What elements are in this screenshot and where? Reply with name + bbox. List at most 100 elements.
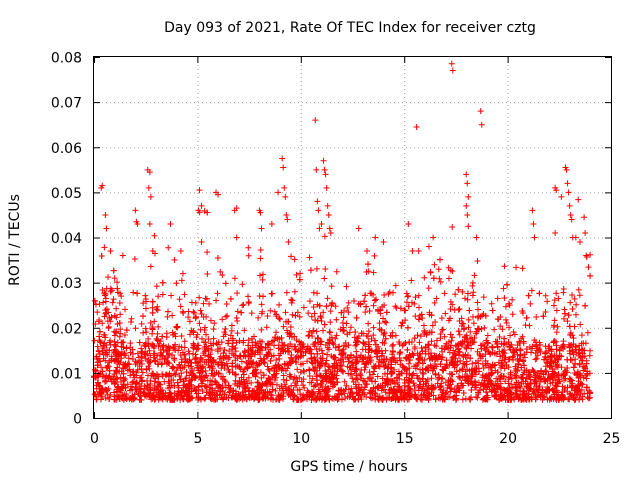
data-point [435, 394, 442, 401]
data-point [365, 343, 372, 350]
data-point [102, 291, 109, 298]
x-tick-label: 25 [603, 431, 621, 447]
data-point [194, 359, 201, 366]
data-point [355, 384, 362, 391]
data-point [439, 327, 446, 334]
data-point [542, 377, 549, 384]
data-point [186, 350, 193, 357]
data-point [581, 365, 588, 372]
data-point [296, 374, 303, 381]
data-point [263, 353, 270, 360]
data-point [211, 320, 218, 327]
data-point [156, 394, 163, 401]
data-point [201, 207, 208, 214]
data-point [276, 393, 283, 400]
data-point [96, 328, 103, 335]
data-point [313, 396, 320, 403]
data-point [121, 352, 128, 359]
data-point [313, 377, 320, 384]
data-point [159, 396, 166, 403]
data-point [276, 315, 283, 322]
data-point [415, 248, 422, 255]
data-point [584, 368, 591, 375]
data-point [217, 268, 224, 275]
data-point [358, 330, 365, 337]
data-point [372, 348, 379, 355]
data-point [415, 292, 422, 299]
data-point [323, 389, 330, 396]
data-point [257, 355, 264, 362]
data-point [427, 362, 434, 369]
data-point [533, 313, 540, 320]
data-point [202, 339, 209, 346]
data-point [259, 276, 266, 283]
data-point [505, 380, 512, 387]
data-point [254, 349, 261, 356]
data-point [371, 252, 378, 259]
data-point [292, 343, 299, 350]
data-point [234, 318, 241, 325]
data-point [101, 244, 108, 251]
data-point [288, 358, 295, 365]
data-point [396, 371, 403, 378]
data-point [271, 308, 278, 315]
data-point [258, 310, 265, 317]
data-point [432, 319, 439, 326]
data-point [372, 341, 379, 348]
data-point [509, 296, 516, 303]
data-point [150, 354, 157, 361]
data-point [240, 382, 247, 389]
data-point [497, 386, 504, 393]
data-point [353, 314, 360, 321]
data-point [135, 354, 142, 361]
data-point [114, 285, 121, 292]
data-point [329, 395, 336, 402]
data-point [210, 396, 217, 403]
data-point [582, 340, 589, 347]
data-point [117, 351, 124, 358]
data-point [120, 370, 127, 377]
data-point [159, 333, 166, 340]
data-point [361, 298, 368, 305]
data-point [285, 390, 292, 397]
data-point [110, 349, 117, 356]
data-point [504, 281, 511, 288]
plot-frame [93, 56, 612, 419]
data-point [488, 300, 495, 307]
data-point [234, 290, 241, 297]
data-point [412, 313, 419, 320]
data-point [258, 301, 265, 308]
data-point [338, 351, 345, 358]
data-point [475, 313, 482, 320]
data-point [465, 223, 472, 230]
data-point [401, 376, 408, 383]
data-point [344, 331, 351, 338]
y-tick-label: 0 [73, 412, 82, 428]
data-point [357, 301, 364, 308]
data-point [375, 362, 382, 369]
data-point [318, 338, 325, 345]
data-point [419, 315, 426, 322]
data-point [566, 323, 573, 330]
data-point [122, 384, 129, 391]
data-point [116, 320, 123, 327]
data-point [131, 255, 138, 262]
data-point [231, 275, 238, 282]
data-point [453, 392, 460, 399]
data-point [286, 373, 293, 380]
data-point [555, 396, 562, 403]
data-point [395, 383, 402, 390]
data-point [225, 356, 232, 363]
data-point [485, 377, 492, 384]
data-point [284, 216, 291, 223]
data-point [309, 360, 316, 367]
data-point [280, 323, 287, 330]
data-point [219, 316, 226, 323]
data-point [179, 270, 186, 277]
data-point [101, 340, 108, 347]
data-point [370, 368, 377, 375]
data-point [212, 378, 219, 385]
data-point [253, 391, 260, 398]
data-point [342, 395, 349, 402]
data-point [198, 202, 205, 209]
